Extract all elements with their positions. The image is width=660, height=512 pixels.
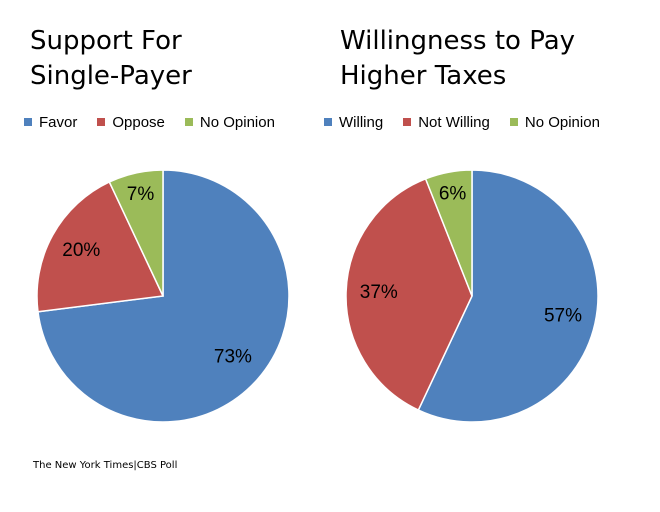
legend-item-no-opinion: No Opinion	[509, 113, 600, 131]
legend-label: Favor	[39, 113, 78, 131]
chart-willingness-to-pay: Willingness to Pay Higher Taxes Willing …	[310, 0, 630, 440]
legend-swatch	[403, 118, 412, 126]
pie-chart-willingness: 57% 37% 6%	[345, 169, 599, 423]
chart-title-line-2: Single-Payer	[30, 61, 192, 91]
chart-legend: Favor Oppose No Opinion	[24, 112, 295, 132]
data-label-no-opinion: 7%	[127, 184, 155, 205]
chart-title: Support For Single-Payer	[30, 24, 320, 94]
legend-label: No Opinion	[524, 113, 600, 131]
chart-legend: Willing Not Willing No Opinion	[324, 112, 620, 132]
pie-slice-willing	[417, 169, 599, 423]
legend-item-oppose: Oppose	[97, 114, 165, 131]
pie-chart-support: 73% 20% 7%	[36, 169, 290, 423]
pie-slice-not-willing	[345, 177, 473, 412]
legend-label: Not Willing	[418, 113, 490, 131]
legend-swatch	[24, 118, 32, 126]
chart-title-line-2: Higher Taxes	[340, 61, 507, 91]
legend-item-not-willing: Not Willing	[403, 114, 490, 131]
chart-support-single-payer: Support For Single-Payer Favor Oppose No…	[0, 0, 320, 440]
legend-swatch	[97, 118, 106, 126]
legend-swatch	[184, 118, 193, 126]
chart-title-line-1: Support For	[30, 26, 182, 56]
legend-item-no-opinion: No Opinion	[184, 113, 275, 131]
legend-label: No Opinion	[199, 113, 275, 131]
pie-slice-no-opinion	[108, 169, 164, 297]
pie-slice-no-opinion	[424, 169, 473, 297]
source-credit: The New York Times|CBS Poll	[33, 460, 178, 471]
chart-title-line-1: Willingness to Pay	[340, 26, 576, 56]
data-label-oppose: 20%	[62, 240, 100, 261]
data-label-favor: 73%	[214, 347, 252, 368]
legend-swatch	[324, 118, 332, 126]
legend-label: Oppose	[112, 113, 165, 131]
chart-title: Willingness to Pay Higher Taxes	[340, 24, 630, 94]
pie-slice-oppose	[36, 180, 165, 313]
data-label-no-opinion: 6%	[439, 184, 467, 205]
legend-item-willing: Willing	[324, 114, 383, 131]
data-label-willing: 57%	[544, 305, 582, 326]
legend-item-favor: Favor	[24, 114, 77, 131]
legend-swatch	[509, 118, 518, 126]
data-label-not-willing: 37%	[360, 282, 398, 303]
legend-label: Willing	[339, 113, 384, 131]
